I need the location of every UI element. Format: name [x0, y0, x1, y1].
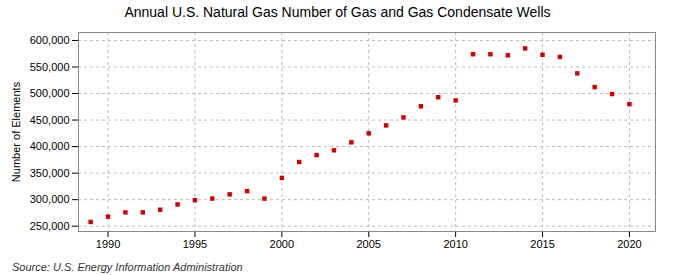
svg-text:Number of Elements: Number of Elements [10, 81, 22, 182]
svg-text:550,000: 550,000 [30, 61, 70, 73]
svg-text:250,000: 250,000 [30, 220, 70, 232]
html-text:Source: U.S. Energy Informatio: Source: U.S. Energy Information Administ… [12, 261, 243, 273]
svg-text:2020: 2020 [617, 238, 641, 250]
svg-text:1995: 1995 [183, 238, 207, 250]
svg-text:2015: 2015 [530, 238, 554, 250]
svg-text:600,000: 600,000 [30, 34, 70, 46]
svg-text:500,000: 500,000 [30, 87, 70, 99]
svg-text:2000: 2000 [270, 238, 294, 250]
svg-text:350,000: 350,000 [30, 167, 70, 179]
html-text:Annual U.S. Natural Gas Number: Annual U.S. Natural Gas Number of Gas an… [124, 4, 551, 20]
svg-text:450,000: 450,000 [30, 114, 70, 126]
svg-text:2010: 2010 [443, 238, 467, 250]
svg-text:300,000: 300,000 [30, 193, 70, 205]
svg-text:2005: 2005 [356, 238, 380, 250]
svg-text:400,000: 400,000 [30, 140, 70, 152]
svg-text:1990: 1990 [96, 238, 120, 250]
